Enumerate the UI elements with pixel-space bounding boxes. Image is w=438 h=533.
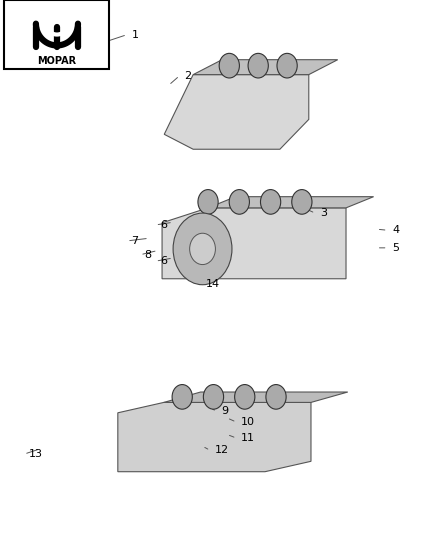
Circle shape — [235, 385, 255, 409]
Circle shape — [229, 190, 249, 214]
Text: 5: 5 — [392, 243, 399, 253]
Circle shape — [198, 190, 218, 214]
Circle shape — [261, 190, 281, 214]
Polygon shape — [162, 208, 346, 279]
Text: 4: 4 — [392, 225, 399, 235]
Circle shape — [173, 213, 232, 285]
Text: 3: 3 — [320, 208, 327, 218]
Text: 13: 13 — [28, 449, 42, 459]
Text: 9: 9 — [221, 407, 228, 416]
Bar — [4, 0, 109, 69]
Text: 12: 12 — [215, 446, 229, 455]
Polygon shape — [164, 75, 309, 149]
Text: 8: 8 — [145, 250, 152, 260]
Text: 14: 14 — [206, 279, 220, 288]
Text: 7: 7 — [131, 236, 138, 246]
Polygon shape — [193, 60, 338, 75]
Circle shape — [219, 53, 240, 78]
Text: 6: 6 — [160, 256, 167, 266]
Text: 1: 1 — [131, 30, 138, 39]
Text: MOPAR: MOPAR — [37, 56, 77, 66]
Circle shape — [277, 53, 297, 78]
Text: 2: 2 — [184, 71, 191, 80]
Circle shape — [172, 385, 192, 409]
Polygon shape — [118, 402, 311, 472]
Circle shape — [248, 53, 268, 78]
Text: 10: 10 — [241, 417, 255, 427]
Circle shape — [190, 233, 215, 264]
Polygon shape — [164, 392, 348, 402]
Circle shape — [266, 385, 286, 409]
Text: 11: 11 — [241, 433, 255, 443]
Circle shape — [203, 385, 223, 409]
Circle shape — [292, 190, 312, 214]
Text: 6: 6 — [160, 220, 167, 230]
Polygon shape — [208, 197, 374, 208]
